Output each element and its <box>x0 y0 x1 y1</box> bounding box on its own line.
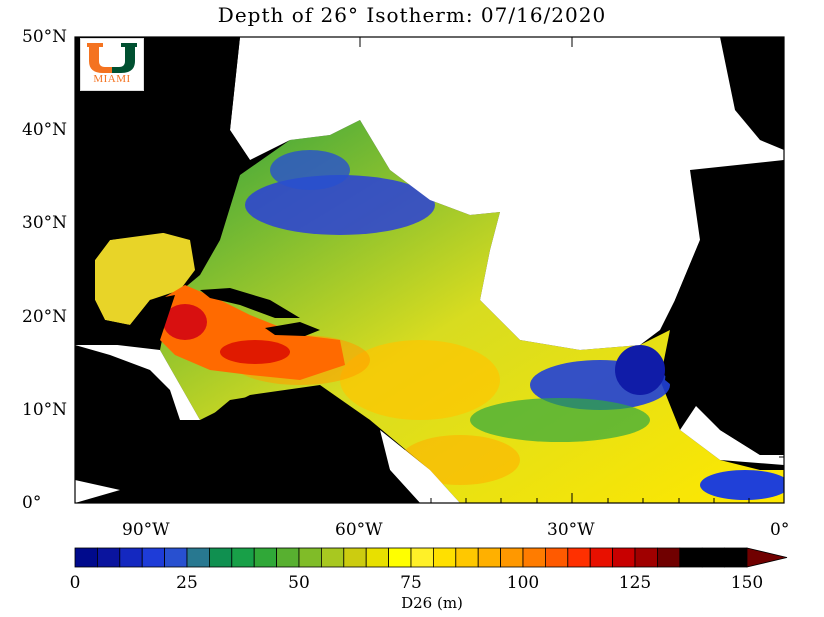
colorbar-segment <box>97 547 121 568</box>
colorbar-segment <box>388 547 412 568</box>
colorbar-segment <box>455 547 479 568</box>
colorbar-segment <box>365 547 390 568</box>
colorbar-segment <box>612 547 636 568</box>
colorbar-segment <box>343 547 367 568</box>
colorbar-tick: 75 <box>400 573 422 593</box>
colorbar-segment <box>320 547 345 568</box>
gulf-field <box>95 232 195 325</box>
lat-label: 10°N <box>22 400 68 420</box>
colorbar-tick: 25 <box>176 573 198 593</box>
colorbar-segment <box>522 547 546 568</box>
africa-land <box>665 160 784 455</box>
colorbar-segment <box>545 547 569 568</box>
colorbar-segment <box>432 547 457 568</box>
low-zone-north <box>245 175 435 235</box>
colorbar-segment <box>276 547 300 568</box>
colorbar-segment <box>74 547 98 568</box>
u-logo-icon <box>87 43 137 73</box>
colorbar-segment <box>119 547 143 568</box>
colorbar-segment <box>231 547 255 568</box>
lon-label: 0° <box>770 520 790 540</box>
north-atlantic-nodata <box>230 37 784 350</box>
colorbar-segment <box>186 547 210 568</box>
lat-label: 0° <box>22 493 42 513</box>
lon-ticks <box>110 37 750 503</box>
lat-label: 30°N <box>22 213 68 233</box>
colorbar-segment <box>141 547 165 568</box>
lon-label: 60°W <box>335 520 383 540</box>
colorbar-segment <box>724 547 748 568</box>
colorbar-segment <box>500 547 524 568</box>
map-title: Depth of 26° Isotherm: 07/16/2020 <box>217 3 607 27</box>
colorbar <box>74 547 788 568</box>
south-america-land <box>150 390 420 503</box>
colorbar-segment <box>634 547 658 568</box>
colorbar-tick: 50 <box>288 573 310 593</box>
miami-logo: MIAMI <box>80 38 144 91</box>
cuba-land <box>200 288 300 318</box>
colorbar-segment <box>298 547 322 568</box>
colorbar-segment <box>477 547 502 568</box>
lat-ticks <box>75 36 784 458</box>
colorbar-tick: 125 <box>618 573 652 593</box>
colorbar-tick: 0 <box>69 573 81 593</box>
europe-land <box>720 37 784 150</box>
colorbar-segment <box>208 547 233 568</box>
colorbar-segment <box>701 547 726 568</box>
lat-label: 20°N <box>22 307 68 327</box>
colorbar-segment <box>657 547 681 568</box>
colorbar-label: D26 (m) <box>401 594 463 612</box>
north-america-land <box>75 37 250 260</box>
colorbar-segment <box>589 547 614 568</box>
colorbar-tick: 100 <box>506 573 540 593</box>
colorbar-segment <box>164 547 188 568</box>
lat-label: 40°N <box>22 120 68 140</box>
caribbean-hot-zone <box>160 285 345 380</box>
lat-label: 50°N <box>22 27 68 47</box>
colorbar-extend-arrow <box>746 547 788 568</box>
colorbar-segment <box>679 547 703 568</box>
colorbar-segment <box>410 547 434 568</box>
logo-text: MIAMI <box>93 73 131 85</box>
lon-label: 30°W <box>547 520 595 540</box>
colorbar-segment <box>253 547 277 568</box>
colorbar-segment <box>567 547 591 568</box>
lon-label: 90°W <box>122 520 170 540</box>
colorbar-tick: 150 <box>730 573 764 593</box>
